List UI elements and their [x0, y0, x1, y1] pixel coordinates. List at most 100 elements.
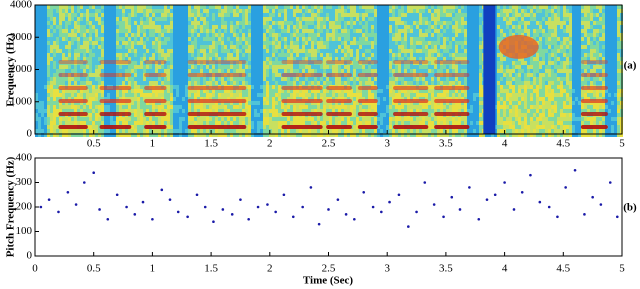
spectrogram-cell: [296, 77, 299, 81]
spectrogram-cell: [152, 105, 155, 109]
spectrogram-cell: [455, 49, 458, 53]
spectrogram-cell: [404, 37, 407, 41]
spectrogram-cell: [230, 105, 233, 109]
spectrogram-cell: [260, 109, 263, 113]
spectrogram-cell: [470, 93, 473, 97]
spectrogram-cell: [398, 9, 401, 13]
spectrogram-cell: [134, 93, 137, 97]
spectrogram-cell: [347, 45, 350, 49]
spectrogram-cell: [188, 77, 191, 81]
spectrogram-cell: [92, 125, 95, 129]
spectrogram-cell: [185, 33, 188, 37]
spectrogram-cell: [395, 65, 398, 69]
spectrogram-cell: [161, 29, 164, 33]
spectrogram-cell: [44, 113, 47, 117]
spectrogram-cell: [77, 53, 80, 57]
spectrogram-cell: [191, 41, 194, 45]
spectrogram-cell: [122, 45, 125, 49]
spectrogram-cell: [92, 5, 95, 9]
spectrogram-cell: [320, 65, 323, 69]
spectrogram-cell: [257, 93, 260, 97]
spectrogram-cell: [170, 113, 173, 117]
spectrogram-cell: [74, 45, 77, 49]
spectrogram-cell: [179, 29, 182, 33]
spectrogram-cell: [182, 41, 185, 45]
spectrogram-cell: [80, 37, 83, 41]
spectrogram-cell: [407, 49, 410, 53]
spectrogram-cell: [41, 121, 44, 125]
spectrogram-cell: [68, 81, 71, 85]
spectrogram-cell: [242, 117, 245, 121]
spectrogram-cell: [239, 65, 242, 69]
spectrogram-cell: [212, 49, 215, 53]
spectrogram-cell: [425, 37, 428, 41]
spectrogram-cell: [137, 61, 140, 65]
spectrogram-cell: [158, 77, 161, 81]
spectrogram-cell: [47, 109, 50, 113]
spectrogram-cell: [437, 49, 440, 53]
spectrogram-cell: [257, 81, 260, 85]
spectrogram-cell: [275, 25, 278, 29]
spectrogram-cell: [275, 93, 278, 97]
spectrogram-cell: [452, 77, 455, 81]
spectrogram-cell: [332, 17, 335, 21]
spectrogram-cell: [275, 69, 278, 73]
spectrogram-cell: [446, 33, 449, 37]
spectrogram-cell: [206, 121, 209, 125]
spectrogram-cell: [212, 121, 215, 125]
spectrogram-cell: [314, 93, 317, 97]
spectrogram-cell: [170, 41, 173, 45]
spectrogram-cell: [113, 117, 116, 121]
spectrogram-cell: [287, 121, 290, 125]
spectrogram-cell: [380, 25, 383, 29]
spectrogram-cell: [245, 29, 248, 33]
spectrogram-cell: [77, 17, 80, 21]
spectrogram-cell: [185, 117, 188, 121]
spectrogram-cell: [167, 9, 170, 13]
spectrogram-cell: [302, 49, 305, 53]
spectrogram-cell: [83, 13, 86, 17]
spectrogram-cell: [386, 45, 389, 49]
spectrogram-cell: [290, 65, 293, 69]
spectrogram-cell: [326, 29, 329, 33]
spectrogram-cell: [233, 49, 236, 53]
spectrogram-cell: [347, 13, 350, 17]
spectrogram-cell: [80, 69, 83, 73]
spectrogram-cell: [230, 25, 233, 29]
spectrogram-cell: [353, 25, 356, 29]
spectrogram-cell: [41, 89, 44, 93]
spectrogram-cell: [251, 17, 254, 21]
spectrogram-cell: [269, 17, 272, 21]
spectrogram-cell: [98, 41, 101, 45]
spectrogram-cell: [320, 33, 323, 37]
spectrogram-cell: [230, 17, 233, 21]
spectrogram-cell: [71, 41, 74, 45]
spectrogram-cell: [335, 37, 338, 41]
spectrogram-cell: [38, 113, 41, 117]
spectrogram-cell: [92, 65, 95, 69]
spectrogram-cell: [293, 65, 296, 69]
spectrogram-cell: [212, 105, 215, 109]
spectrogram-cell: [341, 81, 344, 85]
spectrogram-cell: [404, 9, 407, 13]
spectrogram-cell: [101, 93, 104, 97]
spectrogram-cell: [239, 33, 242, 37]
spectrogram-cell: [368, 93, 371, 97]
spectrogram-cell: [284, 129, 287, 133]
spectrogram-cell: [188, 13, 191, 17]
spectrogram-cell: [416, 29, 419, 33]
spectrogram-cell: [323, 45, 326, 49]
spectrogram-cell: [473, 77, 476, 81]
spectrogram-cell: [344, 81, 347, 85]
spectrogram-cell: [185, 77, 188, 81]
spectrogram-cell: [80, 17, 83, 21]
spectrogram-cell: [119, 37, 122, 41]
spectrogram-cell: [437, 25, 440, 29]
spectrogram-cell: [464, 29, 467, 33]
spectrogram-cell: [269, 81, 272, 85]
spectrogram-cell: [155, 93, 158, 97]
spectrogram-cell: [176, 81, 179, 85]
spectrogram-cell: [437, 93, 440, 97]
spectrogram-cell: [263, 97, 266, 101]
spectrogram-cell: [47, 77, 50, 81]
